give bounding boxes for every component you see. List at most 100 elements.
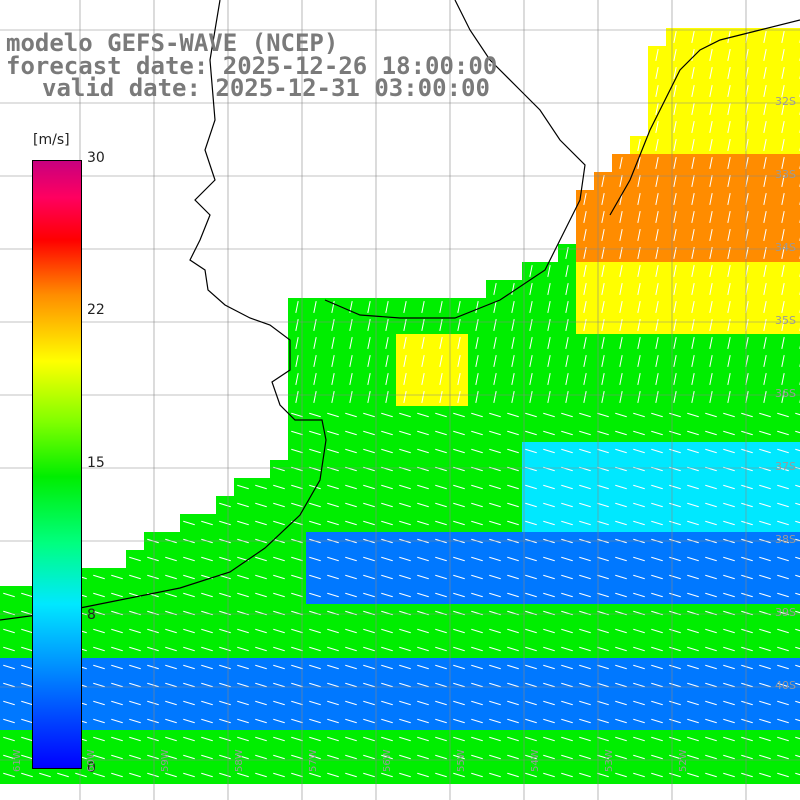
wind-arrow (489, 646, 501, 652)
wind-arrow (579, 754, 591, 760)
wind-arrow (543, 628, 555, 634)
wind-arrow (471, 520, 483, 526)
wind-arrow (691, 67, 695, 79)
wind-arrow (219, 628, 231, 634)
wind-arrow (763, 319, 767, 331)
wind-arrow (345, 556, 357, 562)
wind-arrow (723, 772, 735, 778)
wind-arrow (291, 754, 303, 760)
wind-arrow (601, 265, 605, 277)
wind-arrow (493, 355, 497, 367)
wind-arrow (525, 448, 537, 454)
wind-arrow (619, 175, 623, 187)
wind-arrow (597, 700, 609, 706)
longitude-label: 56W (382, 749, 393, 772)
wind-arrow (561, 448, 573, 454)
wind-arrow (723, 484, 735, 490)
wind-arrow (651, 592, 663, 598)
wind-arrow (435, 412, 447, 418)
wind-arrow (669, 484, 681, 490)
wind-arrow (201, 718, 213, 724)
wind-arrow (727, 337, 731, 349)
wind-arrow (597, 628, 609, 634)
wind-arrow (511, 337, 515, 349)
wind-arrow (493, 319, 497, 331)
wind-arrow (453, 736, 465, 742)
wind-arrow (237, 754, 249, 760)
wind-arrow (705, 736, 717, 742)
wind-arrow (165, 664, 177, 670)
wind-arrow (291, 448, 303, 454)
wind-arrow (619, 157, 623, 169)
wind-arrow (547, 319, 551, 331)
longitude-label: 53W (604, 749, 615, 772)
wind-arrow (615, 556, 627, 562)
wind-arrow (547, 355, 551, 367)
wind-arrow (651, 574, 663, 580)
wind-arrow (705, 628, 717, 634)
wind-arrow (457, 355, 461, 367)
wind-arrow (795, 682, 800, 686)
wind-arrow (637, 139, 641, 151)
wind-arrow (727, 85, 731, 97)
wind-arrow (453, 430, 465, 436)
wind-arrow (327, 646, 339, 652)
wind-arrow (655, 121, 659, 133)
wind-arrow (543, 736, 555, 742)
wind-arrow (781, 157, 785, 169)
wind-arrow (579, 664, 591, 670)
wind-arrow (583, 391, 587, 403)
wind-arrow (597, 682, 609, 688)
wind-arrow (637, 355, 641, 367)
wind-arrow (615, 448, 627, 454)
wind-arrow (165, 754, 177, 760)
colorbar-tick: 8 (87, 607, 96, 623)
wind-arrow (273, 700, 285, 706)
wind-arrow (507, 646, 519, 652)
wind-arrow (273, 520, 285, 526)
colorbar-tick: 0 (87, 760, 96, 776)
wind-arrow (129, 754, 141, 760)
wind-arrow (579, 736, 591, 742)
wind-arrow (669, 628, 681, 634)
wind-arrow (507, 628, 519, 634)
wind-arrow (651, 718, 663, 724)
wind-arrow (381, 628, 393, 634)
wind-arrow (615, 484, 627, 490)
wind-arrow (219, 664, 231, 670)
wind-arrow (547, 265, 551, 277)
wind-arrow (691, 193, 695, 205)
wind-arrow (345, 628, 357, 634)
wind-arrow (165, 718, 177, 724)
wind-arrow (669, 772, 681, 778)
wind-arrow (471, 664, 483, 670)
wind-arrow (435, 502, 447, 508)
wind-arrow (435, 736, 447, 742)
wind-arrow (619, 265, 623, 277)
wind-arrow (615, 646, 627, 652)
wind-arrow (583, 229, 587, 241)
wind-arrow (727, 373, 731, 385)
wind-arrow (705, 574, 717, 580)
wind-arrow (93, 718, 105, 724)
wind-arrow (633, 664, 645, 670)
colorbar-unit: [m/s] (33, 132, 70, 148)
wind-arrow (417, 628, 429, 634)
wind-arrow (691, 373, 695, 385)
wind-arrow (417, 754, 429, 760)
wind-arrow (489, 520, 501, 526)
wind-arrow (673, 193, 677, 205)
wind-arrow (705, 484, 717, 490)
wind-arrow (381, 646, 393, 652)
wind-arrow (93, 700, 105, 706)
wind-arrow (655, 67, 659, 79)
field-cell (792, 136, 800, 154)
wind-arrow (457, 319, 461, 331)
wind-arrow (111, 574, 123, 580)
wind-arrow (399, 628, 411, 634)
wind-arrow (21, 628, 33, 634)
wind-arrow (363, 682, 375, 688)
wind-arrow (655, 175, 659, 187)
wind-arrow (363, 556, 375, 562)
wind-arrow (435, 664, 447, 670)
